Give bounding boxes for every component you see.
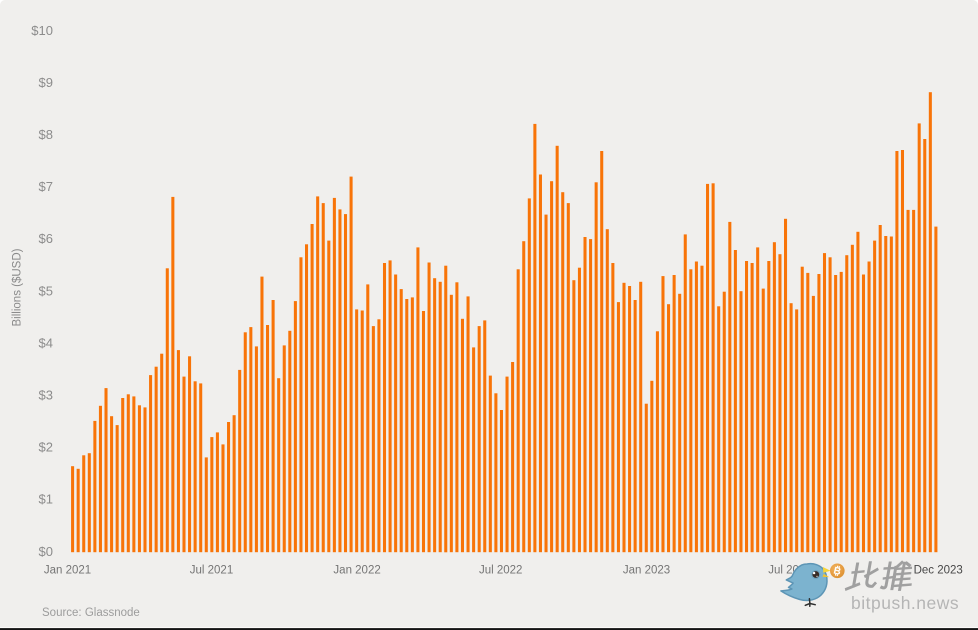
- svg-text:$9: $9: [39, 75, 53, 90]
- svg-text:Jan 2023: Jan 2023: [623, 565, 670, 577]
- svg-text:B: B: [832, 565, 842, 577]
- svg-text:bitpush.news: bitpush.news: [851, 593, 959, 613]
- svg-text:Jan 2022: Jan 2022: [333, 565, 380, 577]
- svg-text:Dec 2023: Dec 2023: [914, 565, 963, 577]
- svg-text:Jul 2022: Jul 2022: [479, 565, 522, 577]
- svg-text:Jan 2021: Jan 2021: [44, 565, 91, 577]
- svg-text:$10: $10: [31, 23, 53, 38]
- svg-text:$0: $0: [39, 544, 53, 559]
- svg-text:Source: Glassnode: Source: Glassnode: [42, 607, 140, 619]
- svg-text:$5: $5: [39, 283, 53, 298]
- svg-text:$8: $8: [39, 127, 53, 142]
- svg-text:$4: $4: [39, 335, 53, 350]
- svg-text:Jul 2021: Jul 2021: [190, 565, 233, 577]
- svg-text:$7: $7: [39, 179, 53, 194]
- svg-text:$2: $2: [39, 440, 53, 455]
- svg-text:$1: $1: [39, 492, 53, 507]
- svg-text:$6: $6: [39, 231, 53, 246]
- svg-text:$3: $3: [39, 388, 53, 403]
- svg-text:Billions ($USD): Billions ($USD): [12, 248, 24, 326]
